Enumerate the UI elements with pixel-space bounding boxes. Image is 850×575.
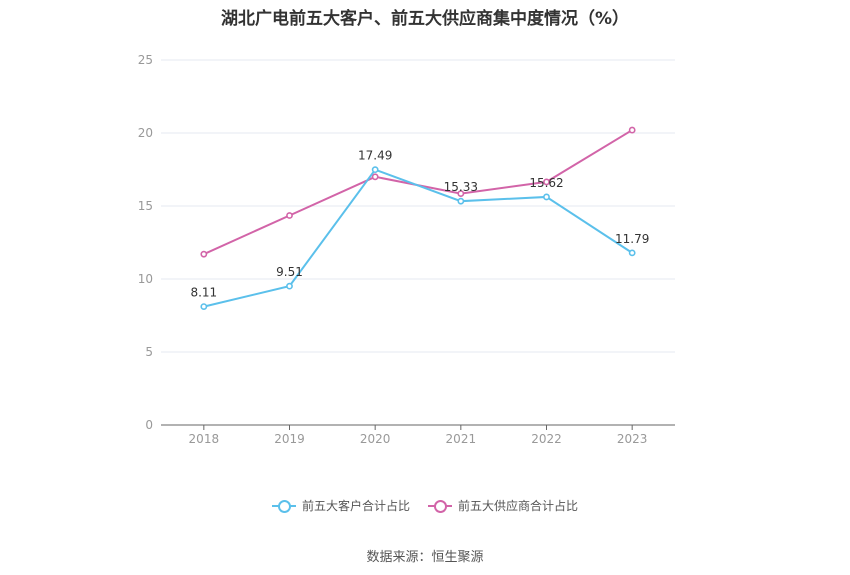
legend-item-suppliers[interactable]: 前五大供应商合计占比 — [428, 497, 578, 514]
data-point — [200, 250, 208, 258]
source-note: 数据来源：恒生聚源 — [366, 550, 484, 565]
y-tick-label: 25 — [138, 53, 153, 67]
grid-layer — [161, 59, 675, 353]
data-point — [286, 212, 293, 219]
legend-marker-icon — [428, 499, 452, 513]
data-label-layer: 8.11 9.51 17.49 15.33 15.62 11.79 — [190, 149, 649, 300]
axis-layer: 0 5 10 15 20 25 2018 2019 2020 2021 2022 2023 — [138, 53, 675, 446]
data-point — [543, 178, 550, 186]
y-tick-label: 20 — [138, 126, 153, 140]
legend-label-customers: 前五大客户合计占比 — [301, 499, 410, 513]
y-tick-label: 0 — [145, 418, 153, 432]
series-line-0 — [203, 168, 633, 308]
data-point — [628, 126, 636, 134]
x-tick-label: 2023 — [617, 432, 648, 446]
data-label: 15.33 — [444, 180, 478, 194]
data-point — [543, 193, 550, 201]
chart-title: 湖北广电前五大客户、前五大供应商集中度情况（%） — [220, 9, 630, 29]
data-label: 17.49 — [358, 149, 392, 163]
data-point — [371, 166, 379, 174]
series-layer — [200, 126, 636, 310]
data-point — [457, 197, 465, 205]
data-point — [457, 190, 465, 197]
x-tick-label: 2018 — [189, 432, 220, 446]
data-label: 11.79 — [615, 232, 649, 246]
x-tick-label: 2022 — [531, 432, 562, 446]
y-tick-label: 5 — [145, 345, 153, 359]
series-line-1 — [203, 129, 633, 256]
y-tick-label: 15 — [138, 199, 153, 213]
y-tick-label: 10 — [138, 272, 153, 286]
legend-label-suppliers: 前五大供应商合计占比 — [458, 499, 579, 513]
data-point — [371, 173, 379, 181]
data-point — [200, 303, 208, 310]
data-point — [628, 249, 636, 257]
legend-marker-icon — [271, 499, 296, 513]
legend-item-customers[interactable]: 前五大客户合计占比 — [271, 497, 410, 514]
legend: 前五大客户合计占比 前五大供应商合计占比 — [0, 497, 850, 514]
x-tick-label: 2019 — [274, 432, 305, 446]
data-label: 15.62 — [529, 176, 563, 190]
x-tick-label: 2020 — [360, 432, 391, 446]
data-point — [286, 282, 293, 290]
data-label: 9.51 — [276, 265, 303, 279]
data-label: 8.11 — [190, 286, 217, 300]
x-tick-label: 2021 — [446, 432, 477, 446]
